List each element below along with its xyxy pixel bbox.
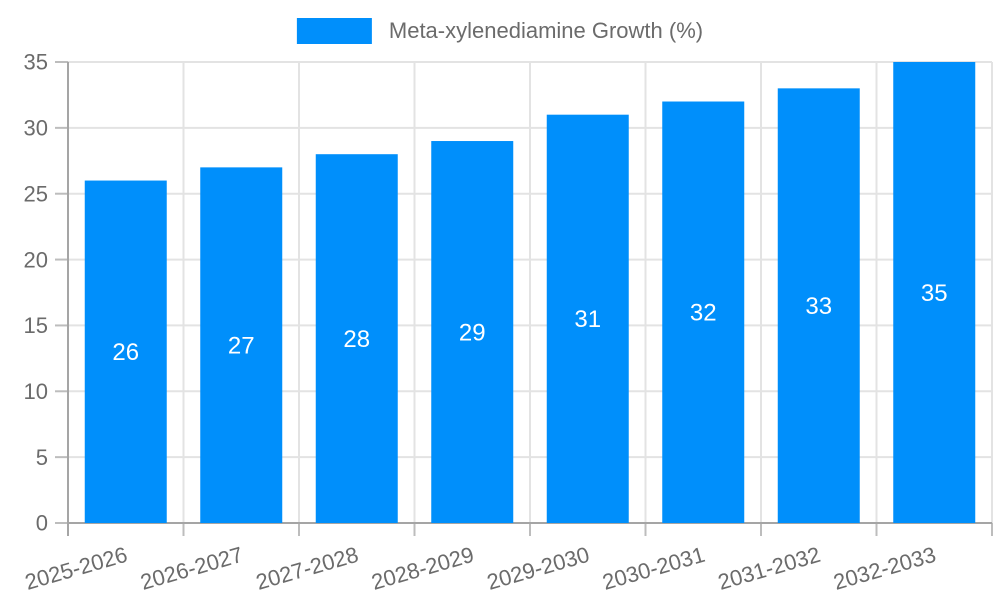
x-tick-label: 2029-2030 <box>484 542 592 595</box>
bar-value-label: 29 <box>459 319 486 346</box>
y-tick-label: 10 <box>24 379 48 404</box>
y-tick-label: 15 <box>24 313 48 338</box>
y-tick-label: 35 <box>24 50 48 75</box>
legend-label: Meta-xylenediamine Growth (%) <box>388 18 704 43</box>
x-tick-label: 2025-2026 <box>22 542 130 595</box>
bar-value-label: 32 <box>690 300 717 327</box>
bar-value-label: 35 <box>921 280 948 307</box>
bar-value-label: 33 <box>805 293 832 320</box>
y-tick-label: 0 <box>36 511 48 536</box>
x-tick-labels: 2025-2026 2026-2027 2027-2028 2028-2029 2029… <box>22 542 939 595</box>
y-tick-label: 25 <box>24 181 48 206</box>
tick-marks <box>55 61 993 536</box>
x-tick-label: 2032-2033 <box>831 542 939 595</box>
x-tick-label: 2028-2029 <box>369 542 477 595</box>
bar-2029-2030[interactable] <box>546 114 629 523</box>
y-tick-label: 20 <box>24 247 48 272</box>
x-tick-label: 2026-2027 <box>138 542 246 595</box>
bar-2032-2033[interactable] <box>893 62 976 523</box>
y-tick-labels: 0 5 10 15 20 25 30 35 <box>24 50 48 536</box>
x-tick-label: 2027-2028 <box>253 542 361 595</box>
bar-value-labels: 26 27 28 29 31 32 33 35 <box>112 280 947 366</box>
bar-value-label: 26 <box>112 339 139 366</box>
bars <box>84 62 976 524</box>
bar-2025-2026[interactable] <box>84 180 167 524</box>
x-tick-label: 2031-2032 <box>715 542 823 595</box>
bar-2030-2031[interactable] <box>662 101 745 523</box>
legend[interactable]: Meta-xylenediamine Growth (%) <box>296 18 704 44</box>
bar-2027-2028[interactable] <box>315 154 398 523</box>
y-tick-label: 5 <box>36 445 48 470</box>
bar-value-label: 27 <box>228 333 255 360</box>
legend-swatch <box>296 18 372 44</box>
y-tick-label: 30 <box>24 116 48 141</box>
bar-2031-2032[interactable] <box>777 88 860 523</box>
bar-value-label: 28 <box>343 326 370 353</box>
x-tick-label: 2030-2031 <box>600 542 708 595</box>
bar-2028-2029[interactable] <box>431 141 514 523</box>
bar-value-label: 31 <box>574 306 601 333</box>
bar-2026-2027[interactable] <box>200 167 283 523</box>
